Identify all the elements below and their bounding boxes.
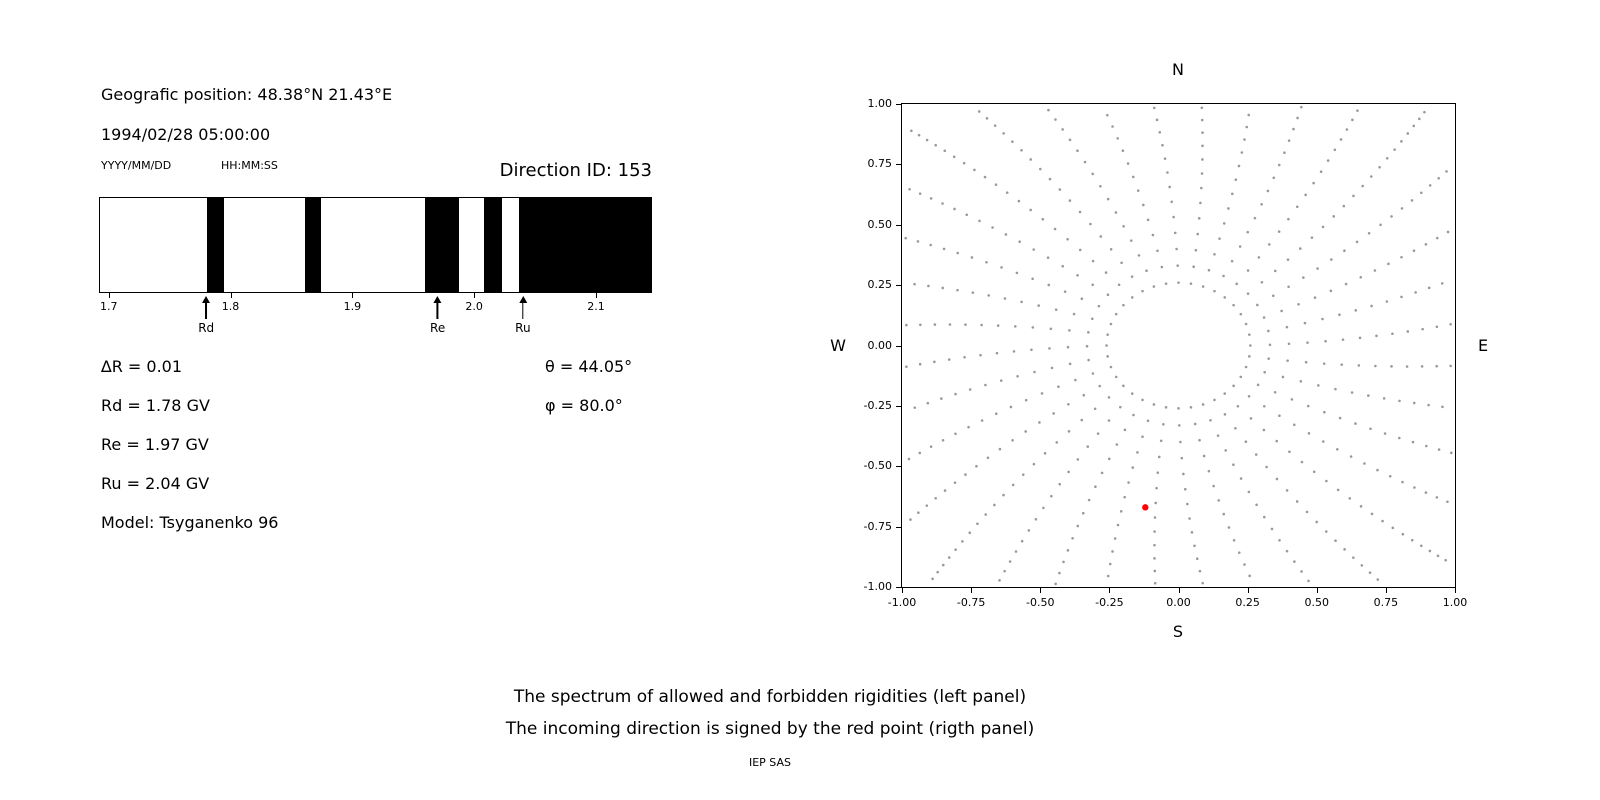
forbidden-band bbox=[518, 198, 651, 292]
direction-x-tick-label: -1.00 bbox=[887, 596, 917, 609]
compass-south-label: S bbox=[1172, 622, 1184, 641]
compass-west-label: W bbox=[830, 336, 846, 355]
direction-id-label: Direction ID: 153 bbox=[499, 160, 652, 181]
direction-x-tick-label: -0.50 bbox=[1026, 596, 1055, 609]
spectrum-tick-mark bbox=[108, 293, 110, 298]
theta-label: θ = 44.05° bbox=[545, 357, 633, 376]
red-incoming-direction-point bbox=[1142, 504, 1149, 511]
up-arrow-icon bbox=[433, 296, 442, 303]
up-arrow-icon bbox=[518, 296, 527, 303]
direction-y-tick-label: 0.25 bbox=[867, 278, 893, 292]
cutoff-marker-rd: Rd bbox=[198, 296, 214, 335]
direction-x-tick-mark bbox=[1455, 588, 1456, 593]
direction-x-tick-label: 1.00 bbox=[1442, 596, 1468, 609]
direction-plot bbox=[901, 103, 1456, 588]
compass-east-label: E bbox=[1478, 336, 1489, 355]
forbidden-band bbox=[206, 198, 224, 292]
direction-y-tick-label: 0.75 bbox=[867, 157, 893, 171]
spectrum-tick-mark bbox=[474, 293, 476, 298]
cutoff-marker-label: Ru bbox=[515, 321, 531, 335]
model-label: Model: Tsyganenko 96 bbox=[101, 513, 279, 532]
spectrum-tick-label: 1.9 bbox=[343, 300, 362, 313]
direction-y-tick-label: -0.50 bbox=[863, 459, 892, 473]
ru-value-label: Ru = 2.04 GV bbox=[101, 474, 210, 493]
cutoff-marker-ru: Ru bbox=[515, 296, 531, 335]
cutoff-marker-re: Re bbox=[430, 296, 445, 335]
rigidity-spectrum-plot bbox=[99, 197, 652, 293]
direction-x-tick-label: 0.00 bbox=[1166, 596, 1191, 609]
arrow-shaft bbox=[205, 303, 207, 319]
direction-y-tick-label: -0.25 bbox=[863, 398, 892, 412]
direction-x-tick-label: -0.25 bbox=[1095, 596, 1124, 609]
delta-r-label: ∆R = 0.01 bbox=[101, 357, 183, 376]
cutoff-marker-label: Rd bbox=[198, 321, 215, 335]
direction-plot-svg bbox=[904, 105, 1453, 586]
spectrum-markers: Rd Re Ru bbox=[99, 296, 652, 342]
geographic-position-label: Geografic position: 48.38°N 21.43°E bbox=[101, 85, 393, 104]
spectrum-x-axis: 1.7 1.8 1.9 2.0 2.1 bbox=[99, 293, 652, 315]
datetime-label: 1994/02/28 05:00:00 bbox=[101, 125, 271, 144]
forbidden-band bbox=[483, 198, 502, 292]
date-format-label: YYYY/MM/DD bbox=[101, 159, 172, 172]
phi-label: φ = 80.0° bbox=[545, 396, 623, 415]
direction-x-tick-label: 0.75 bbox=[1373, 596, 1399, 609]
compass-north-label: N bbox=[1172, 60, 1184, 79]
time-format-label: HH:MM:SS bbox=[221, 159, 278, 172]
spectrum-tick-mark bbox=[352, 293, 354, 298]
cutoff-marker-label: Re bbox=[430, 321, 446, 335]
forbidden-band bbox=[425, 198, 460, 292]
forbidden-band bbox=[305, 198, 321, 292]
spectrum-tick-label: 2.1 bbox=[587, 300, 605, 313]
spectrum-tick-mark bbox=[230, 293, 232, 298]
rd-value-label: Rd = 1.78 GV bbox=[101, 396, 210, 415]
spectrum-tick-label: 1.8 bbox=[221, 300, 240, 313]
credit-label: IEP SAS bbox=[748, 756, 792, 769]
spectrum-tick-mark bbox=[595, 293, 597, 298]
direction-y-tick-label: -0.75 bbox=[863, 519, 892, 533]
spectrum-tick-label: 2.0 bbox=[465, 300, 483, 313]
direction-y-tick-label: 0.50 bbox=[867, 217, 893, 231]
up-arrow-icon bbox=[202, 296, 211, 303]
direction-x-tick-label: 0.50 bbox=[1304, 596, 1330, 609]
arrow-shaft bbox=[436, 303, 439, 319]
direction-y-tick-label: -1.00 bbox=[863, 580, 892, 593]
direction-y-tick-label: 1.00 bbox=[867, 97, 893, 110]
spectrum-tick-label: 1.7 bbox=[99, 300, 118, 313]
caption-line-2: The incoming direction is signed by the … bbox=[505, 719, 1035, 739]
direction-x-tick-label: -0.75 bbox=[956, 596, 986, 609]
arrow-shaft bbox=[522, 303, 524, 319]
caption-line-1: The spectrum of allowed and forbidden ri… bbox=[513, 687, 1027, 707]
direction-x-tick-label: 0.25 bbox=[1235, 596, 1260, 609]
re-value-label: Re = 1.97 GV bbox=[101, 435, 209, 454]
